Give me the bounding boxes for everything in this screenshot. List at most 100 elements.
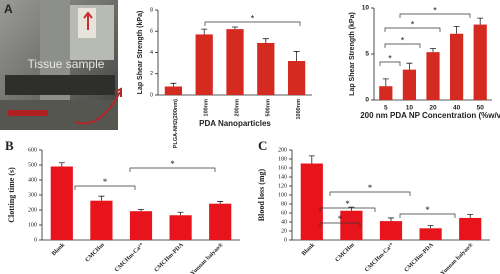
significance-star: * xyxy=(388,53,392,63)
significance-star: * xyxy=(368,183,373,193)
y-tick-label: 40 xyxy=(281,219,287,225)
significance-bracket xyxy=(399,213,456,218)
panel-label: B xyxy=(5,138,14,153)
error-bar xyxy=(388,217,394,222)
x-tick-label: 500nm xyxy=(265,99,271,117)
y-axis-title: Clotting time (s) xyxy=(7,167,16,223)
x-tick-label: Blank xyxy=(51,242,67,258)
significance-bracket xyxy=(319,207,376,212)
error-bar xyxy=(232,26,238,30)
bar xyxy=(459,217,482,240)
y-tick-label: 600 xyxy=(28,147,37,153)
y-axis-title: Lap Shear Strength (kPa) xyxy=(137,11,144,95)
significance-bracket xyxy=(384,27,441,32)
y-tick-label: 200 xyxy=(278,147,287,153)
x-tick-label: 40 xyxy=(453,105,461,112)
y-axis-title: Lap Shear Strength (kPa) xyxy=(349,12,356,96)
y-tick-label: 0 xyxy=(34,237,37,243)
x-tick-label: 1000nm xyxy=(296,99,302,120)
x-tick-label: CMCHm xyxy=(85,242,106,263)
significance-star: * xyxy=(401,35,405,45)
photo: Tissue sample xyxy=(0,0,122,130)
error-bar xyxy=(293,51,300,61)
significance-bracket xyxy=(319,222,361,227)
x-tick-label: 50 xyxy=(477,105,485,112)
y-axis-title: Blood loss (mg) xyxy=(257,168,266,221)
panel-label: A xyxy=(4,2,13,16)
x-tick-label: 100nm xyxy=(204,99,210,117)
x-tick-label: CMCHm-PDA xyxy=(404,242,436,274)
bar xyxy=(287,61,306,95)
bar xyxy=(195,34,213,95)
error-bar xyxy=(453,26,460,34)
error-bar xyxy=(308,155,315,164)
x-tick-label: CMCHm xyxy=(335,242,356,263)
y-tick-label: 60 xyxy=(281,210,287,216)
x-tick-label: Yunnan baiyao® xyxy=(189,241,225,274)
error-bar xyxy=(427,225,434,229)
bar xyxy=(340,210,363,240)
significance-bracket xyxy=(329,191,411,196)
error-bar xyxy=(138,209,144,212)
y-tick-label: 140 xyxy=(278,174,287,180)
y-tick-label: 300 xyxy=(28,192,37,198)
error-bar xyxy=(262,38,269,43)
bar xyxy=(209,203,232,240)
significance-star: * xyxy=(433,5,437,15)
significance-star: * xyxy=(411,19,415,29)
bar xyxy=(426,52,440,100)
y-tick-label: 5 xyxy=(365,51,369,58)
y-tick-label: 400 xyxy=(28,177,37,183)
error-bar xyxy=(406,62,413,70)
error-bar xyxy=(217,201,224,204)
bar xyxy=(449,33,464,101)
significance-bracket xyxy=(384,43,421,48)
error-bar xyxy=(170,82,177,87)
x-tick-label: 5 xyxy=(384,105,388,112)
bar xyxy=(402,69,417,100)
chart: 0 2 4 6 8 PLGA-NH2(200nm) 100nm 200nm 500nm 1000n… xyxy=(137,7,312,148)
y-tick-label: 0 xyxy=(150,92,153,98)
bar xyxy=(379,86,393,100)
bar xyxy=(379,221,403,240)
bar xyxy=(129,211,153,240)
significance-bracket xyxy=(129,167,216,172)
y-tick-label: 160 xyxy=(278,165,287,171)
bar xyxy=(226,29,244,95)
panel-label: C xyxy=(258,138,267,153)
error-bar xyxy=(467,213,474,218)
x-tick-label: Blank xyxy=(301,242,317,258)
significance-star: * xyxy=(338,214,343,224)
significance-star: * xyxy=(170,159,175,169)
y-tick-label: 20 xyxy=(281,228,287,234)
bar xyxy=(50,166,73,240)
significance-star: * xyxy=(103,177,108,187)
chart: 0 100 200 300 400 500 600 Blank CMCHm CMCHm-Ca²⁺ C… xyxy=(7,147,240,274)
y-tick-label: 10 xyxy=(362,5,370,12)
x-tick-label: CMCHm-Ca²⁺ xyxy=(113,241,145,273)
bar xyxy=(90,200,113,240)
x-tick-label: 10 xyxy=(406,105,414,112)
x-axis-title: PDA Nanoparticles xyxy=(199,119,271,128)
x-tick-label: CMCHm-PDA xyxy=(154,242,186,274)
y-tick-label: 120 xyxy=(278,183,287,189)
error-bar xyxy=(382,78,389,87)
x-tick-label: PLGA-NH2(200nm) xyxy=(173,99,179,148)
bar xyxy=(169,215,192,240)
significance-bracket xyxy=(399,13,471,18)
bar xyxy=(419,228,442,240)
error-bar xyxy=(177,211,184,216)
chart: 0 5 10 5 10 20 40 50 Lap Shear Strength (kPa) 200… xyxy=(349,5,500,120)
significance-bracket xyxy=(204,21,301,26)
bar xyxy=(300,163,323,240)
error-bar xyxy=(430,48,436,53)
y-tick-label: 200 xyxy=(28,207,37,213)
y-tick-label: 500 xyxy=(28,162,37,168)
y-tick-label: 6 xyxy=(150,29,153,35)
y-tick-label: 4 xyxy=(150,50,153,56)
chart: 0 20 40 60 80 100 120 140 160 180 200 Blank CMCHm CMC… xyxy=(257,147,490,274)
x-tick-label: 200nm xyxy=(234,99,240,117)
bar xyxy=(257,42,275,95)
significance-star: * xyxy=(251,13,255,23)
